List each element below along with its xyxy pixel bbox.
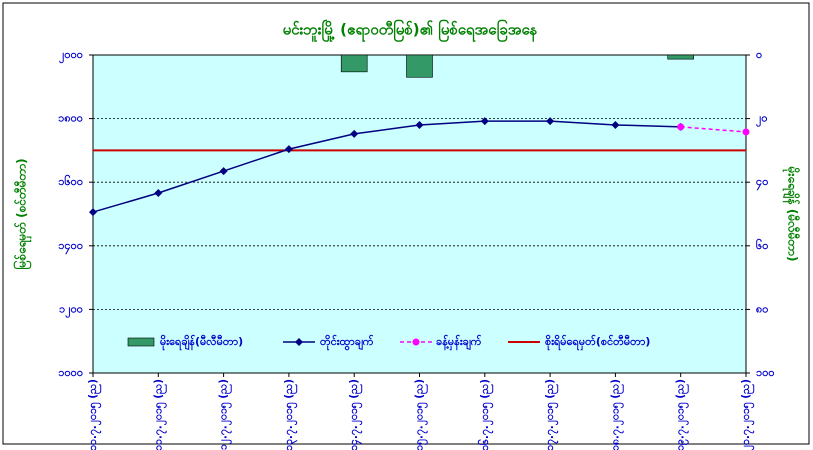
x-tick-label: ၁၀.၇.၂၀၁၅ (ည) [87, 379, 102, 450]
y-tick-label: ၁၀၀၀ [58, 366, 83, 379]
data-point [480, 117, 489, 126]
data-point [350, 129, 359, 138]
x-tick-label: ၁၆.၇.၂၀၁၅ (ည) [478, 379, 494, 450]
y2-tick-label: ၄၀ [756, 175, 768, 191]
legend-label: မိုးရေချိန်(မီလီမီတာ) [160, 334, 243, 351]
y2-tick-label: ၆၀ [756, 239, 768, 252]
data-point [415, 120, 424, 129]
data-point [154, 189, 163, 198]
y-axis-title: မြစ်ရေမှတ် (စင်တီမီတာ) [12, 158, 33, 269]
x-tick-label: ၁၅.၇.၂၀၁၅ (ည) [414, 379, 429, 450]
data-point [219, 167, 228, 176]
legend-swatch [127, 337, 155, 347]
y2-tick-label: ၁၀၀ [756, 366, 775, 379]
bar [340, 54, 368, 73]
line [92, 120, 681, 213]
line [680, 126, 747, 133]
data-point [546, 117, 555, 126]
legend-label: ခန့်မှန်းချက် [436, 334, 482, 351]
bar [406, 54, 433, 78]
data-point [611, 120, 620, 129]
x-tick-label: ၁၂.၇.၂၀၁၅ (ည) [218, 379, 233, 450]
y2-tick-label: ၂၀ [756, 112, 768, 128]
data-point [677, 123, 685, 131]
y-tick-label: ၁၆၀၀ [58, 175, 83, 188]
y-tick-label: ၁၈၀၀ [58, 112, 83, 125]
y2-tick-label: ၀ [756, 48, 762, 61]
x-tick-label: ၁၈.၇.၂၀၁၅ (ည) [609, 379, 624, 450]
plot-area [92, 54, 747, 374]
data-point [284, 145, 293, 154]
x-tick-label: ၁၄.၇.၂၀၁၅ (ည) [348, 379, 363, 450]
legend-marker [412, 338, 420, 346]
x-tick-label: ၁၇.၇.၂၀၁၅ (ည) [544, 379, 559, 450]
legend-label: တိုင်းထွာချက် [320, 334, 374, 351]
bar [667, 54, 695, 60]
legend-marker [295, 338, 303, 346]
x-tick-label: ၁၉.၇.၂၀၁၅ (ည) [675, 379, 690, 450]
y-tick-label: ၁၂၀၀ [59, 302, 83, 318]
y2-tick-label: ၈၀ [756, 302, 768, 315]
x-tick-label: ၁၁.၇.၂၀၁၅ (ည) [152, 379, 167, 450]
y2-axis-title: မိုးရေချိန် (မီလီမီတာ) [782, 166, 802, 262]
y-tick-label: ၂၀၀၀ [59, 48, 83, 64]
data-point [89, 208, 97, 217]
x-tick-label: ၁၃.၇.၂၀၁၅ (ည) [283, 379, 298, 450]
data-point [742, 128, 750, 136]
x-tick-label: ၂၀.၇.၂၀၁၅ (ည) [740, 379, 755, 450]
legend-label: စိုးရိမ်ရေမှတ်(စင်တီမီတာ) [545, 334, 650, 351]
y-tick-label: ၁၄၀၀ [58, 239, 83, 255]
